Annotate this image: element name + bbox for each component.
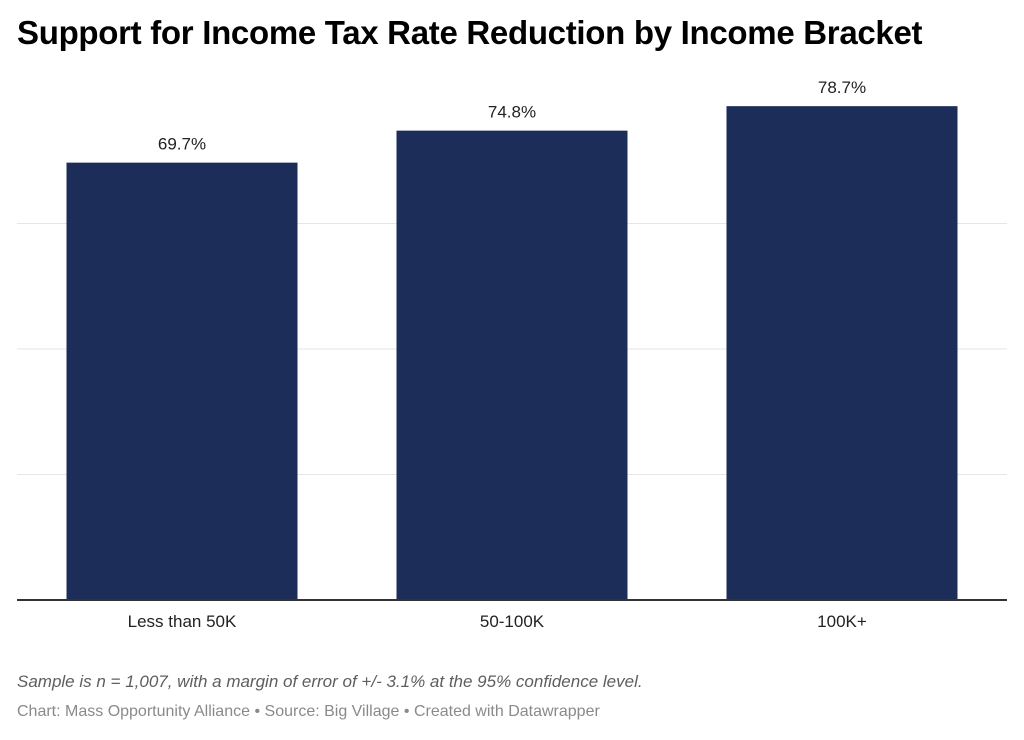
value-label: 74.8% (488, 103, 536, 122)
value-label: 69.7% (158, 135, 206, 154)
x-axis-labels: Less than 50K 50-100K 100K+ (128, 612, 867, 631)
credit-chart-by: Chart: Mass Opportunity Alliance (17, 703, 250, 720)
x-tick-label: Less than 50K (128, 612, 237, 631)
bar (726, 106, 958, 600)
credit-separator: • (403, 703, 410, 720)
value-labels: 69.7% 74.8% 78.7% (158, 78, 866, 153)
credit-tool: Created with Datawrapper (413, 703, 600, 720)
x-tick-label: 50-100K (480, 612, 545, 631)
x-tick-label: 100K+ (817, 612, 867, 631)
chart-note: Sample is n = 1,007, with a margin of er… (17, 672, 643, 691)
chart-credit: Chart: Mass Opportunity Alliance • Sourc… (17, 703, 600, 721)
bar (66, 162, 298, 600)
bar (396, 130, 628, 600)
credit-separator: • (254, 703, 261, 720)
credit-source: Source: Big Village (264, 703, 400, 720)
value-label: 78.7% (818, 78, 866, 97)
chart-title: Support for Income Tax Rate Reduction by… (17, 14, 923, 51)
bars (66, 106, 958, 600)
